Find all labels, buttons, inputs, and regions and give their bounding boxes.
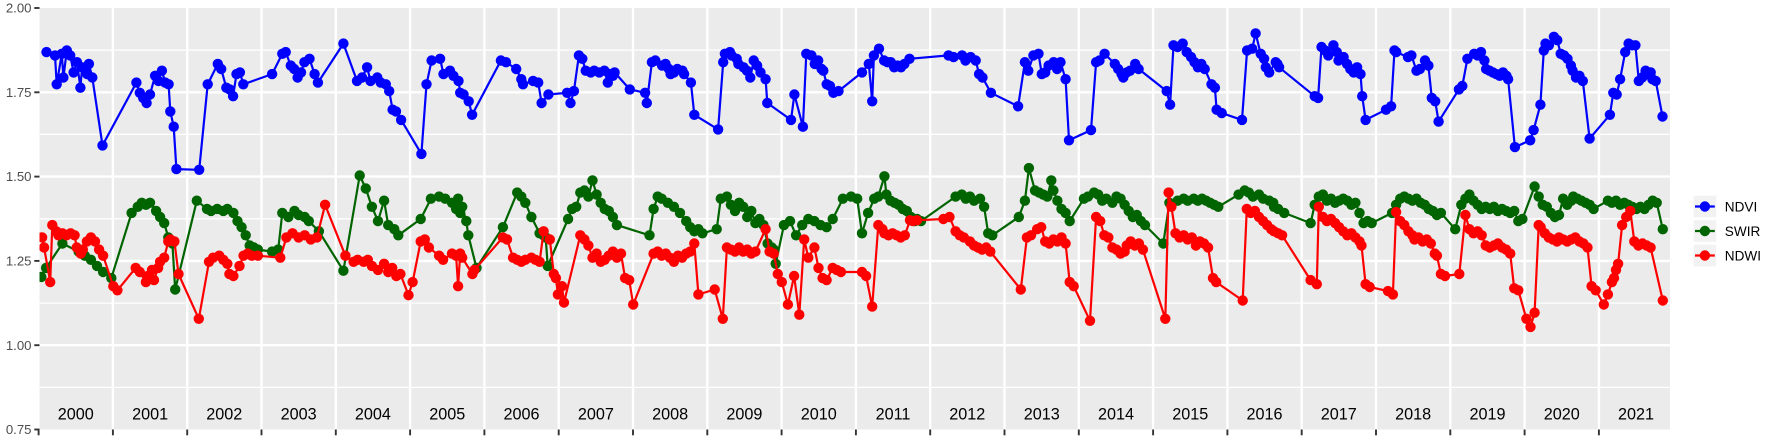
svg-text:2006: 2006 (503, 406, 539, 424)
svg-text:2018: 2018 (1395, 406, 1431, 424)
svg-text:0.75: 0.75 (6, 422, 32, 437)
svg-text:2013: 2013 (1024, 406, 1060, 424)
svg-text:2011: 2011 (876, 406, 911, 424)
svg-text:2016: 2016 (1246, 406, 1282, 424)
svg-text:SWIR: SWIR (1725, 224, 1761, 239)
svg-text:2019: 2019 (1469, 406, 1505, 424)
svg-text:NDVI: NDVI (1725, 199, 1757, 214)
svg-text:2002: 2002 (206, 406, 242, 424)
svg-text:2004: 2004 (355, 406, 391, 424)
svg-text:2008: 2008 (652, 406, 688, 424)
svg-text:2001: 2001 (132, 406, 168, 424)
svg-text:1.00: 1.00 (6, 338, 32, 353)
svg-text:2020: 2020 (1544, 406, 1580, 424)
svg-text:2014: 2014 (1098, 406, 1134, 424)
svg-text:1.25: 1.25 (6, 253, 32, 268)
svg-text:2007: 2007 (578, 406, 614, 424)
svg-text:2000: 2000 (58, 406, 94, 424)
svg-text:2.00: 2.00 (6, 1, 32, 16)
svg-text:2005: 2005 (429, 406, 465, 424)
svg-text:2009: 2009 (726, 406, 762, 424)
svg-text:NDWI: NDWI (1725, 248, 1761, 263)
svg-text:2012: 2012 (949, 406, 985, 424)
svg-text:1.75: 1.75 (6, 85, 32, 100)
svg-text:2003: 2003 (281, 406, 317, 424)
svg-text:1.50: 1.50 (6, 169, 32, 184)
svg-text:2017: 2017 (1321, 406, 1357, 424)
svg-text:2010: 2010 (801, 406, 837, 424)
svg-text:2015: 2015 (1172, 406, 1208, 424)
svg-text:2021: 2021 (1618, 406, 1654, 424)
